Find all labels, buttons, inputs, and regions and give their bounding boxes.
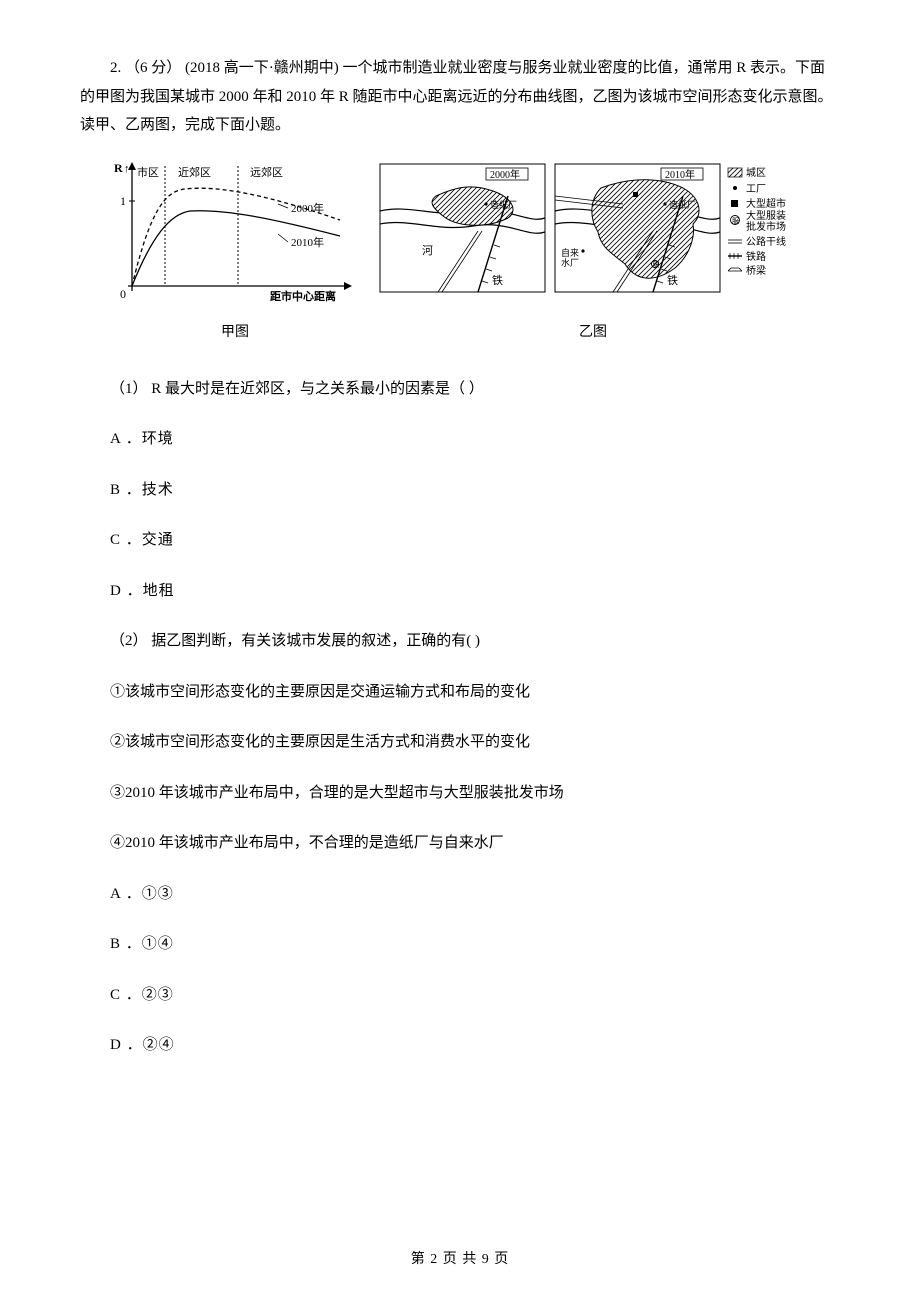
series-label-2000: 2000年 (291, 201, 324, 215)
q2-option-d: D ．②④ (80, 1031, 840, 1060)
q1-option-b: B ．技术 (80, 476, 840, 505)
q2-option-b: B ．①④ (80, 930, 840, 959)
legend-3b: 批发市场 (746, 220, 786, 233)
q2-statement-2: ②该城市空间形态变化的主要原因是生活方式和消费水平的变化 (80, 728, 840, 757)
q2-prompt: （2） 据乙图判断，有关该城市发展的叙述，正确的有( ) (80, 627, 840, 656)
panel-year-2010: 2010年 (665, 168, 695, 181)
chart-jia-svg: R ↑ 市区 近郊区 远郊区 1 0 2000年 2010年 距市中心距离 (110, 156, 360, 306)
q1-option-c: C ．交通 (80, 526, 840, 555)
legend-0: 城区 (746, 167, 766, 179)
series-label-2010: 2010年 (291, 235, 324, 249)
panel-year-2000: 2000年 (490, 168, 520, 181)
railway-label-2010: 铁 (667, 274, 678, 287)
svg-text:服: 服 (653, 261, 660, 269)
zone-1: 近郊区 (178, 166, 211, 179)
y-tick: 1 (120, 194, 126, 208)
caption-jia: 甲图 (110, 320, 360, 347)
figure-yi: 2000年 河 造纸厂 铁 (378, 156, 808, 317)
y-axis-label: R (114, 161, 123, 175)
svg-text:水厂: 水厂 (561, 257, 579, 268)
figure-area: R ↑ 市区 近郊区 远郊区 1 0 2000年 2010年 距市中心距离 (110, 156, 840, 317)
railway-label-2000: 铁 (492, 274, 503, 287)
q1-option-d: D ．地租 (80, 577, 840, 606)
question-number: 2. (110, 60, 121, 76)
waterplant-2010: 自来 (561, 247, 579, 258)
zone-0: 市区 (137, 165, 159, 179)
legend-6: 桥梁 (746, 264, 766, 277)
papermill-2010: 造纸厂 (669, 199, 696, 210)
figure-captions: 甲图 乙图 (110, 320, 840, 347)
q2-statement-3: ③2010 年该城市产业布局中，合理的是大型超市与大型服装批发市场 (80, 779, 840, 808)
q1-prompt: （1） R 最大时是在近郊区，与之关系最小的因素是（ ） (80, 375, 840, 404)
subquestion-2: （2） 据乙图判断，有关该城市发展的叙述，正确的有( ) ①该城市空间形态变化的… (80, 627, 840, 1060)
question-source: (2018 高一下·赣州期中) (185, 60, 339, 76)
caption-yi: 乙图 (378, 320, 808, 347)
legend-4: 公路干线 (746, 235, 786, 248)
chart-yi-svg: 2000年 河 造纸厂 铁 (378, 156, 808, 306)
figure-jia: R ↑ 市区 近郊区 远郊区 1 0 2000年 2010年 距市中心距离 (110, 156, 360, 317)
q2-option-a: A ．①③ (80, 880, 840, 909)
q1-option-a: A ．环境 (80, 425, 840, 454)
panel-2010: 2010年 河 造纸厂 自来 水厂 服 (555, 164, 720, 292)
legend-1: 工厂 (746, 184, 766, 195)
river-label-2000: 河 (422, 244, 433, 257)
svg-text:服: 服 (732, 217, 739, 225)
svg-text:↑: ↑ (124, 163, 130, 175)
legend-3a: 大型服装 (746, 209, 786, 222)
subquestion-1: （1） R 最大时是在近郊区，与之关系最小的因素是（ ） A ．环境 B ．技术… (80, 375, 840, 606)
question-intro: 2. （6 分） (2018 高一下·赣州期中) 一个城市制造业就业密度与服务业… (80, 54, 840, 140)
zone-2: 远郊区 (250, 166, 283, 179)
panel-2000: 2000年 河 造纸厂 铁 (380, 164, 545, 292)
q2-statement-4: ④2010 年该城市产业布局中，不合理的是造纸厂与自来水厂 (80, 829, 840, 858)
q2-option-c: C ．②③ (80, 981, 840, 1010)
legend-5: 铁路 (746, 250, 766, 263)
legend-2: 大型超市 (746, 197, 786, 210)
q2-statement-1: ①该城市空间形态变化的主要原因是交通运输方式和布局的变化 (80, 678, 840, 707)
question-points: （6 分） (125, 60, 181, 76)
legend: 城区 工厂 大型超市 服 大型服装 批发市场 公路干线 铁路 桥梁 (728, 167, 786, 277)
x-axis-label: 距市中心距离 (270, 289, 336, 303)
page-footer: 第 2 页 共 9 页 (80, 1247, 840, 1274)
origin: 0 (120, 287, 126, 301)
